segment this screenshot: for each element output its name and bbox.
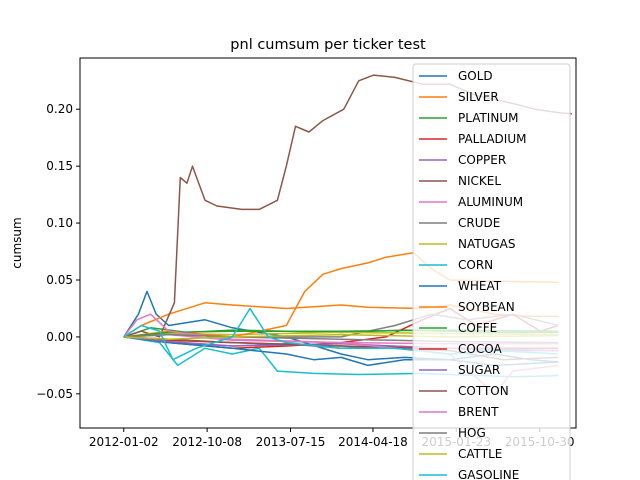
y-tick-label: 0.20 (46, 102, 73, 116)
legend-label: SOYBEAN (458, 300, 515, 314)
chart-title: pnl cumsum per ticker test (230, 37, 426, 53)
legend-label: SILVER (458, 90, 499, 104)
y-axis: −0.05 0.00 0.05 0.10 0.15 0.20 (36, 102, 80, 401)
legend-label: ALUMINUM (458, 195, 523, 209)
plot-frame (79, 57, 577, 429)
legend-label: BRENT (458, 405, 499, 419)
y-tick-label: 0.15 (46, 159, 73, 173)
legend-label: WHEAT (458, 279, 502, 293)
legend-label: CORN (458, 258, 493, 272)
legend-label: COFFE (458, 321, 497, 335)
y-axis-label: cumsum (10, 217, 24, 268)
legend-label: SUGAR (458, 363, 500, 377)
legend-label: PALLADIUM (458, 132, 526, 146)
legend-label: PLATINUM (458, 111, 518, 125)
legend-label: CRUDE (458, 216, 500, 230)
legend-frame (412, 63, 571, 480)
legend-label: COPPER (458, 153, 506, 167)
legend-label: GOLD (458, 69, 493, 83)
x-tick-label: 2012-01-02 (89, 435, 159, 449)
legend-label: CATTLE (458, 447, 502, 461)
y-tick-label: −0.05 (36, 387, 73, 401)
y-tick-label: 0.10 (46, 216, 73, 230)
legend: GOLD SILVER PLATINUM PALLADIUM COPPER NICKEL A… (412, 63, 571, 480)
x-tick-label: 2012-10-08 (172, 435, 242, 449)
legend-label: NICKEL (458, 174, 501, 188)
legend-label: NATUGAS (458, 237, 516, 251)
legend-label: GASOLINE (458, 468, 519, 480)
legend-label: COCOA (458, 342, 502, 356)
legend-label: COTTON (458, 384, 509, 398)
legend-label: HOG (458, 426, 486, 440)
y-tick-label: 0.05 (46, 273, 73, 287)
y-tick-label: 0.00 (46, 330, 73, 344)
x-tick-label: 2013-07-15 (256, 435, 326, 449)
x-tick-label: 2014-04-18 (338, 435, 408, 449)
